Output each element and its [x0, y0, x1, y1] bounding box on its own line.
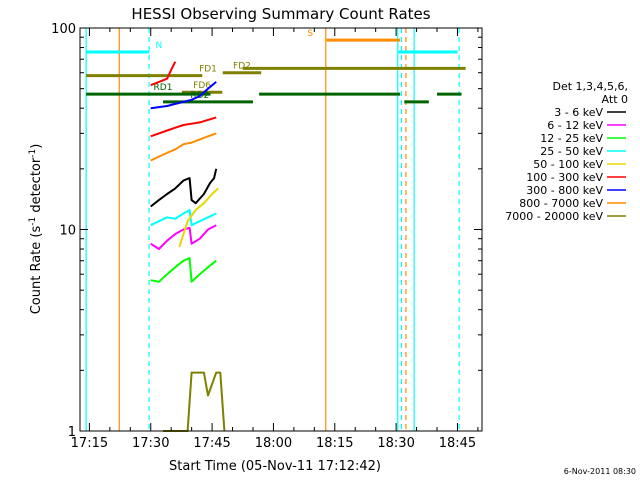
- y-tick-label-100: 100: [51, 22, 76, 37]
- series-line-7000-20000-kev-0: [163, 371, 226, 432]
- legend-header-1: Att 0: [602, 93, 628, 106]
- series-line-12-25-kev-0: [150, 257, 217, 283]
- series-line-3-6-kev-0: [150, 168, 218, 208]
- x-tick-label-17:45: 17:45: [193, 436, 230, 451]
- x-tick-label-18:45: 18:45: [439, 436, 476, 451]
- legend-label-50-100-kev: 50 - 100 keV: [533, 158, 603, 171]
- legend-label-25-50-kev: 25 - 50 keV: [540, 145, 603, 158]
- flag-label-rd1: RD1: [154, 83, 173, 93]
- count-rate-series: [150, 61, 226, 432]
- plot-frame: [79, 27, 483, 432]
- flag-label-fd6: FD6: [193, 81, 211, 91]
- x-tick-label-18:00: 18:00: [255, 436, 292, 451]
- y-tick-label-10: 10: [59, 224, 76, 239]
- series-line-100-300-kev-0: [150, 116, 217, 138]
- chart-title: HESSI Observing Summary Count Rates: [131, 5, 430, 23]
- x-axis-label: Start Time (05-Nov-11 17:12:42): [169, 459, 381, 474]
- series-line-300-800-kev-0: [150, 81, 217, 110]
- y-axis-label: Count Rate (s-1 detector-1): [28, 144, 44, 315]
- flag-label-n: N: [156, 41, 163, 51]
- x-tick-label-17:15: 17:15: [71, 436, 108, 451]
- x-tick-label-18:15: 18:15: [316, 436, 353, 451]
- series-line-25-50-kev-0: [150, 209, 217, 227]
- series-line-100-300-kev-1: [150, 61, 177, 87]
- axes: 17:15 17:30 17:45 18:00 18:15 18:30 18:45 1 10 10…: [51, 22, 482, 451]
- legend-label-100-300-kev: 100 - 300 keV: [526, 171, 603, 184]
- legend-header-0: Det 1,3,4,5,6,: [552, 80, 628, 93]
- vertical-marker-lines: [85, 28, 460, 431]
- x-tick-label-17:30: 17:30: [132, 436, 169, 451]
- flag-label-fd2: FD2: [233, 62, 251, 72]
- series-line-800-7000-kev-0: [150, 132, 217, 162]
- legend-label-300-800-kev: 300 - 800 keV: [526, 184, 603, 197]
- x-tick-label-18:30: 18:30: [377, 436, 414, 451]
- flag-label-fd1: FD1: [199, 65, 217, 75]
- series-line-6-12-kev-0: [150, 224, 217, 250]
- legend-label-7000-20000-kev: 7000 - 20000 keV: [505, 210, 603, 223]
- y-tick-label-1: 1: [68, 425, 76, 440]
- legend-label-12-25-kev: 12 - 25 keV: [540, 132, 603, 145]
- flag-label-s: S: [307, 29, 313, 39]
- legend-label-6-12-kev: 6 - 12 keV: [547, 119, 603, 132]
- legend-label-800-7000-kev: 800 - 7000 keV: [519, 197, 603, 210]
- footer-date: 6-Nov-2011 08:30: [564, 467, 636, 476]
- legend-label-3-6-kev: 3 - 6 keV: [554, 106, 603, 119]
- series-line-50-100-kev-0: [178, 187, 219, 248]
